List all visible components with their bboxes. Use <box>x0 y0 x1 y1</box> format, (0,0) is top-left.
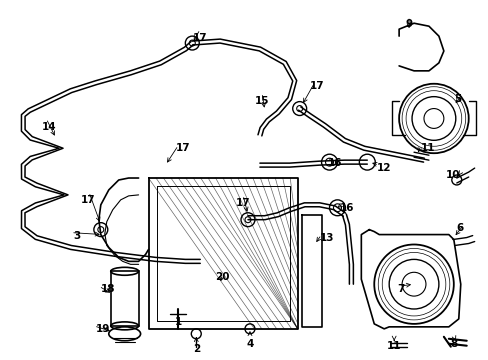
Text: 16: 16 <box>327 158 341 168</box>
Text: 11: 11 <box>420 143 435 153</box>
Text: 9: 9 <box>405 19 412 29</box>
Text: 2: 2 <box>192 344 200 354</box>
Text: 11: 11 <box>386 341 401 351</box>
Text: 5: 5 <box>453 94 461 104</box>
Bar <box>111 271 138 326</box>
Text: 1: 1 <box>174 317 182 327</box>
Text: 17: 17 <box>235 198 250 208</box>
Text: 13: 13 <box>319 233 333 243</box>
Text: 14: 14 <box>41 122 56 132</box>
Text: 3: 3 <box>73 230 80 240</box>
Text: 17: 17 <box>193 33 207 43</box>
Text: 16: 16 <box>339 203 353 213</box>
Text: 17: 17 <box>81 195 95 205</box>
Text: 15: 15 <box>254 96 268 105</box>
Text: 19: 19 <box>96 324 110 334</box>
Text: 17: 17 <box>309 81 324 91</box>
Text: 17: 17 <box>175 143 190 153</box>
Text: 4: 4 <box>246 339 253 349</box>
Text: 20: 20 <box>214 272 229 282</box>
Text: 7: 7 <box>396 284 404 294</box>
Text: 10: 10 <box>446 170 460 180</box>
Text: 18: 18 <box>101 284 115 294</box>
Text: 8: 8 <box>449 339 456 349</box>
Text: 6: 6 <box>456 222 463 233</box>
Text: 12: 12 <box>376 163 391 173</box>
